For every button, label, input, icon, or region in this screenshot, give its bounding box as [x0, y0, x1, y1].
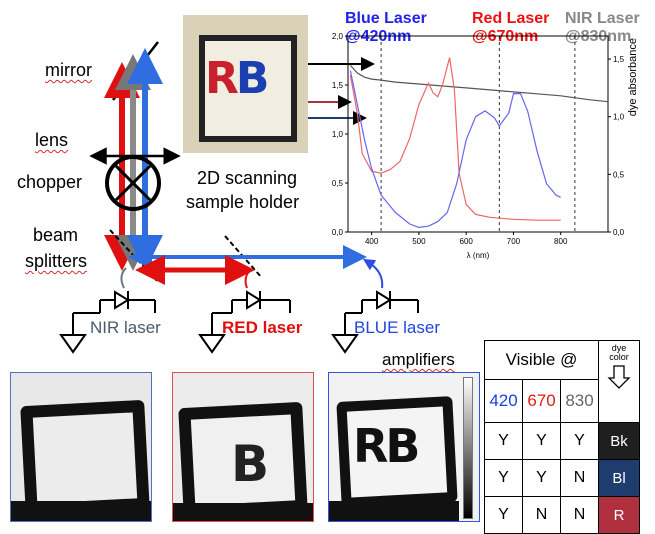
- splitters-label: splitters: [25, 251, 88, 271]
- red-detector: [198, 290, 291, 354]
- wavelength-cell: 830: [560, 379, 599, 423]
- sample-letters: RB RB: [205, 53, 269, 104]
- visibility-cell: N: [560, 496, 599, 534]
- blue-laser-label: BLUE laser: [354, 318, 440, 337]
- visibility-cell: Y: [484, 422, 523, 460]
- y-left-tick-label: 2,0: [332, 32, 344, 41]
- y-left-tick-label: 0,0: [332, 228, 344, 237]
- red-laser-label: RED laser: [222, 318, 303, 337]
- chopper-label: chopper: [17, 172, 83, 192]
- dye-color-cell: Bl: [598, 459, 640, 497]
- wavelength-cell: 670: [522, 379, 561, 423]
- nir-laser-name: NIR Laser: [565, 10, 640, 27]
- visibility-cell: N: [522, 496, 561, 534]
- x-tick-label: 600: [460, 237, 474, 246]
- dye-color-cell: Bk: [598, 422, 640, 460]
- beam-label: beam: [33, 225, 79, 245]
- x-tick-label: 800: [554, 237, 568, 246]
- visibility-cell: N: [560, 459, 599, 497]
- y-left-tick-label: 1,5: [332, 81, 344, 90]
- amplifiers-label: amplifiers: [382, 350, 455, 369]
- blue-scan-image: RB: [328, 372, 480, 522]
- visibility-cell: Y: [560, 422, 599, 460]
- table-row: Y Y N Bl: [484, 459, 640, 497]
- nir-detector: [59, 290, 156, 354]
- absorbance-line-2: [349, 70, 561, 229]
- mirror-label: mirror: [45, 60, 92, 80]
- y-right-axis-label: dye absorbance: [627, 38, 638, 116]
- nir-scan-image: [10, 372, 152, 522]
- table-row: Y Y Y Bk: [484, 422, 640, 460]
- chopper-wheel: [105, 155, 161, 211]
- red-laser-heading: Red Laser @670nm: [472, 10, 549, 46]
- visibility-cell: Y: [522, 459, 561, 497]
- optics-diagram: [59, 41, 419, 354]
- y-left-tick-label: 0,5: [332, 179, 344, 188]
- x-tick-label: 500: [412, 237, 426, 246]
- blue-detector: [331, 290, 419, 354]
- sample-photo: RB RB: [183, 15, 308, 153]
- x-tick-label: 400: [365, 237, 379, 246]
- x-tick-label: 700: [507, 237, 521, 246]
- nir-laser-label: NIR laser: [90, 318, 161, 337]
- visibility-cell: Y: [522, 422, 561, 460]
- visibility-table: Visible @ dye color 420 670 830 Y Y Y Bk Y Y N Bl…: [484, 340, 640, 534]
- absorbance-chart: 400 500 600 700 800 0,0 0,5 1,0 1,5 2,0 0,0 0,5 1,0 1…: [332, 32, 638, 260]
- y-right-tick-label: 0,0: [613, 228, 625, 237]
- y-right-tick-label: 0,5: [613, 170, 625, 179]
- dye-color-header: dye color: [598, 340, 640, 423]
- wavelength-cell: 420: [484, 379, 523, 423]
- y-left-tick-label: 1,0: [332, 130, 344, 139]
- y-right-tick-label: 1,5: [613, 55, 625, 64]
- figure: RB RB mirror lens chopper beam splitters…: [10, 10, 640, 534]
- absorbance-line-1: [349, 57, 561, 221]
- down-arrow-icon: [607, 365, 631, 389]
- x-axis-label: λ (nm): [467, 251, 490, 260]
- visibility-cell: Y: [484, 496, 523, 534]
- absorbance-line-0: [349, 64, 609, 103]
- y-right-tick-label: 1,0: [613, 113, 625, 122]
- wavelength-row: 420 670 830: [484, 379, 640, 423]
- red-scan-image: B: [172, 372, 314, 522]
- visibility-cell: Y: [484, 459, 523, 497]
- dye-color-cell: R: [598, 496, 640, 534]
- blue-laser-name: Blue Laser: [345, 10, 427, 27]
- lens-label: lens: [35, 130, 69, 150]
- scanning-label: 2D scanning: [197, 168, 298, 188]
- red-laser-name: Red Laser: [472, 10, 550, 27]
- holder-label: sample holder: [186, 192, 300, 212]
- visible-header: Visible @: [484, 340, 599, 380]
